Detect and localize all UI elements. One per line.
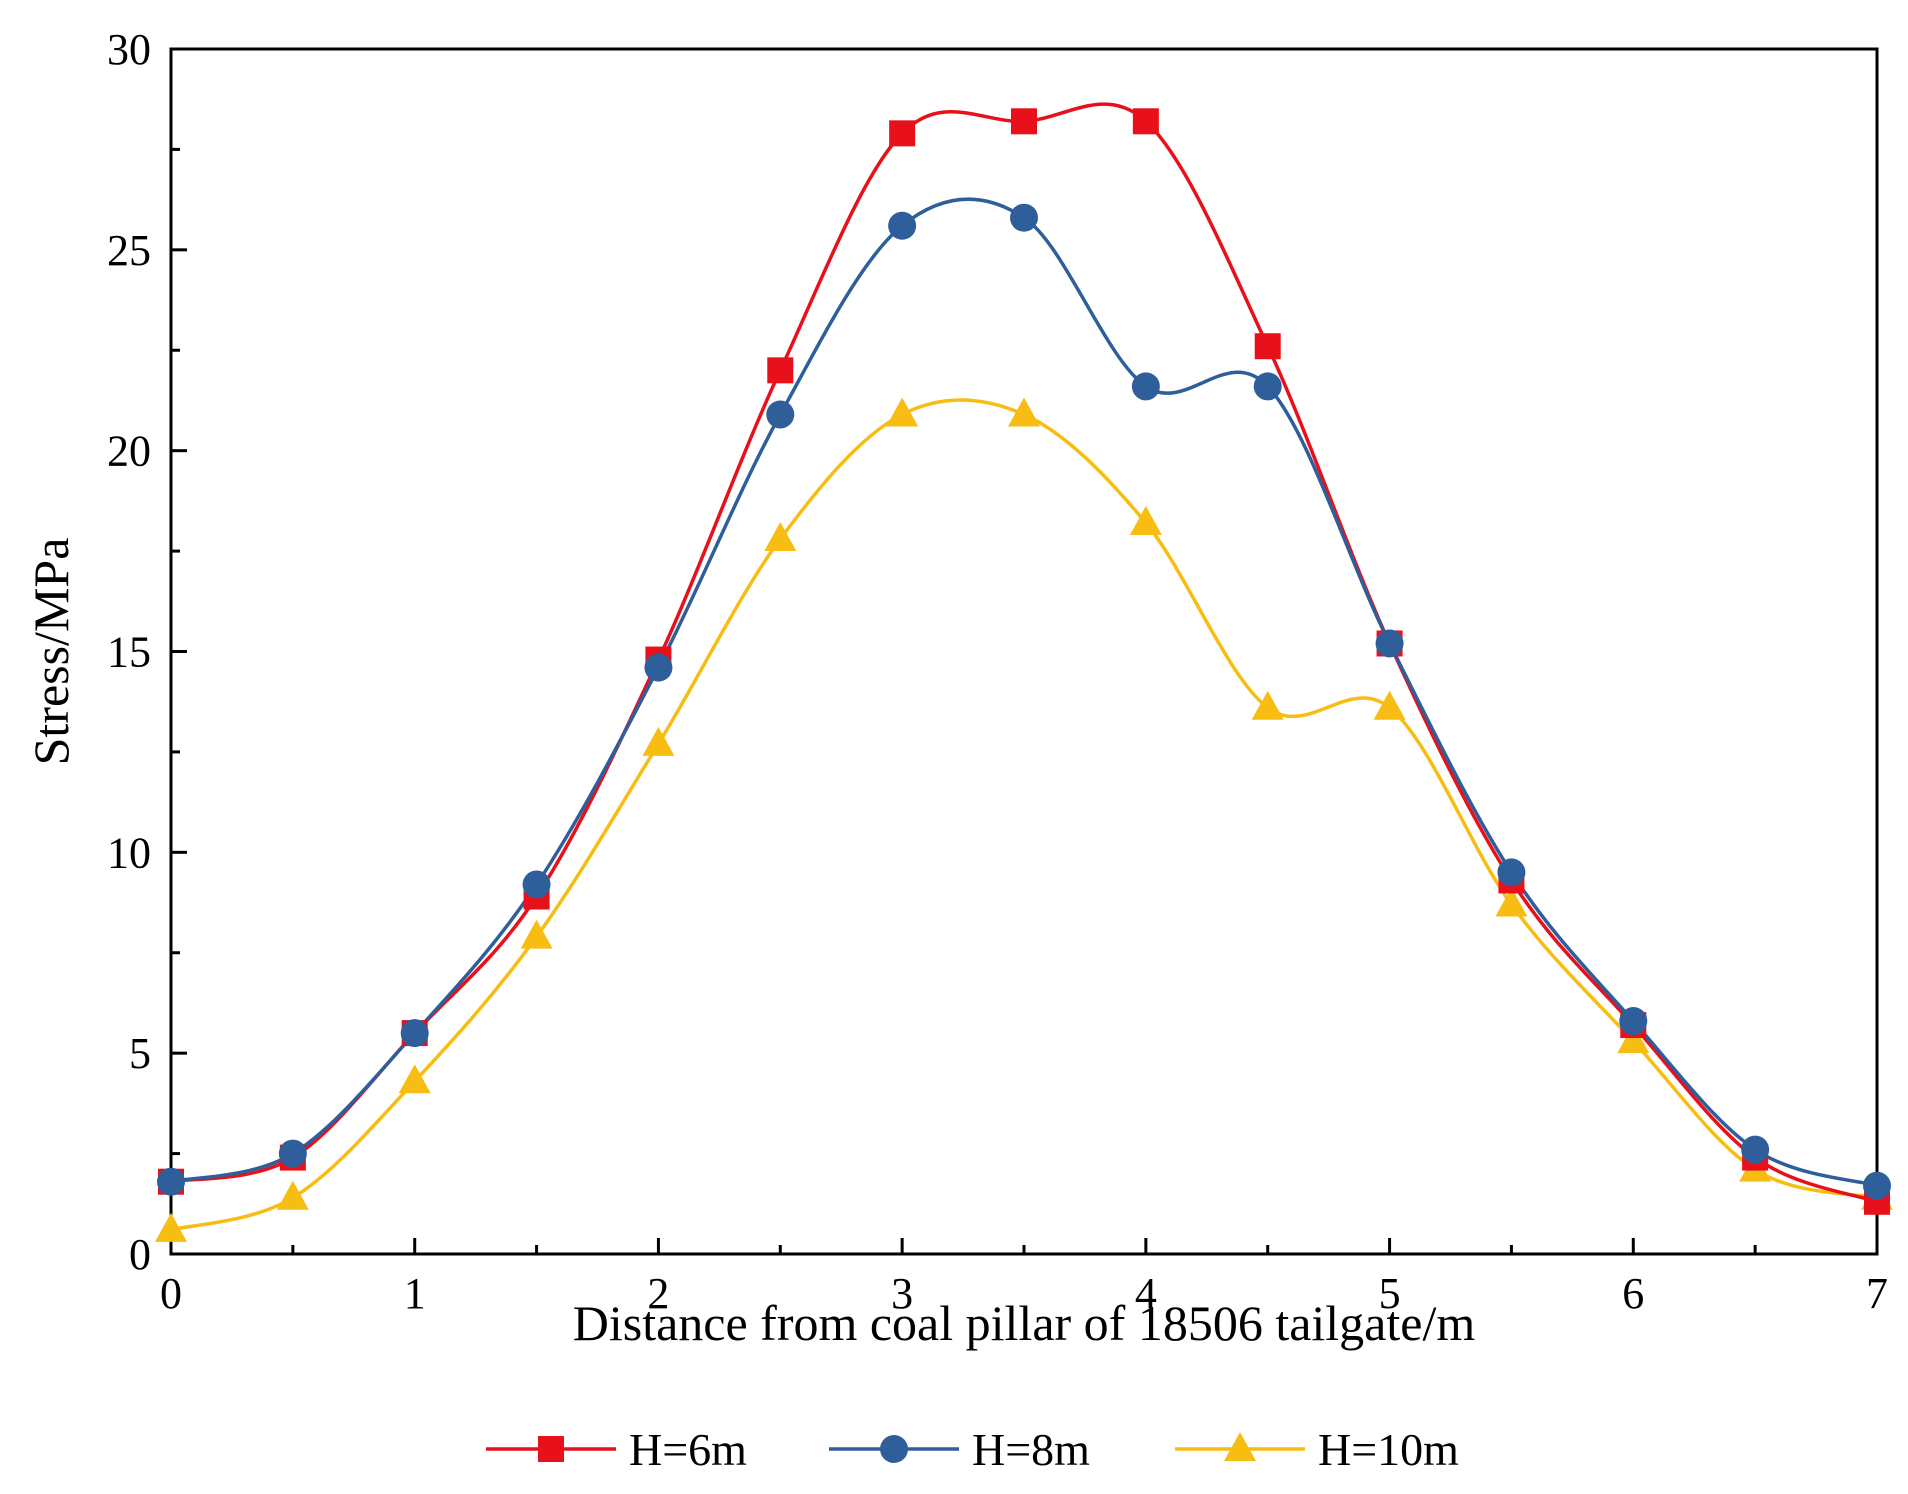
data-point-H=6m: [1011, 108, 1037, 135]
data-point-H=10m: [155, 1212, 187, 1242]
data-point-H=6m: [767, 357, 794, 384]
y-tick-label: 15: [107, 628, 151, 677]
legend-marker: [880, 1435, 908, 1463]
y-tick-label: 25: [107, 226, 151, 275]
data-point-H=10m: [520, 919, 553, 949]
legend-marker: [1224, 1432, 1256, 1461]
y-tick-label: 30: [107, 25, 151, 74]
x-tick-label: 1: [404, 1269, 426, 1318]
data-point-H=10m: [886, 397, 919, 427]
data-point-H=8m: [644, 653, 673, 682]
data-point-H=6m: [1254, 333, 1281, 360]
series-markers: [155, 108, 1893, 1242]
x-tick-label: 2: [647, 1269, 669, 1318]
y-tick-label: 10: [107, 828, 151, 877]
legend-label: H=8m: [972, 1424, 1090, 1475]
series-line-H=10m: [170, 398, 1878, 1232]
data-point-H=8m: [1375, 629, 1404, 658]
data-point-H=8m: [1010, 203, 1038, 232]
data-point-H=10m: [1008, 397, 1040, 427]
data-point-H=8m: [1131, 372, 1160, 401]
y-tick-label: 5: [129, 1029, 151, 1078]
data-point-H=8m: [888, 211, 917, 240]
data-point-H=10m: [276, 1180, 309, 1210]
data-point-H=6m: [1132, 108, 1159, 135]
data-point-H=10m: [1495, 887, 1528, 917]
data-point-H=8m: [1863, 1171, 1891, 1200]
legend-label: H=6m: [629, 1424, 747, 1475]
data-point-H=8m: [157, 1167, 185, 1196]
axis-tick-labels: 0 1 2 3 4 5 6 7 0 5 10 15 20 25 30: [107, 25, 1888, 1318]
legend-marker: [538, 1436, 564, 1462]
axis-ticks: [169, 47, 1879, 1256]
data-point-H=8m: [1741, 1135, 1770, 1164]
x-tick-label: 5: [1379, 1269, 1401, 1318]
x-tick-label: 6: [1622, 1269, 1644, 1318]
data-point-H=8m: [1497, 858, 1526, 887]
data-point-H=8m: [400, 1019, 429, 1048]
data-point-H=10m: [398, 1064, 431, 1094]
x-tick-label: 0: [160, 1269, 182, 1318]
x-tick-label: 3: [891, 1269, 913, 1318]
y-axis-title: Stress/MPa: [23, 538, 79, 766]
data-point-H=10m: [642, 726, 675, 756]
data-point-H=8m: [1253, 372, 1282, 401]
axes: 0 1 2 3 4 5 6 7 0 5 10 15 20 25 30: [107, 25, 1888, 1318]
x-tick-label: 7: [1866, 1269, 1888, 1318]
data-point-H=8m: [1619, 1007, 1648, 1036]
y-tick-label: 20: [107, 427, 151, 476]
x-tick-label: 4: [1135, 1269, 1157, 1318]
data-point-H=8m: [766, 400, 795, 429]
data-point-H=10m: [764, 522, 797, 552]
legend: H=6m H=8m H=10m: [486, 1424, 1459, 1475]
data-point-H=8m: [522, 870, 551, 899]
data-point-H=10m: [1373, 690, 1406, 720]
x-axis-title: Distance from coal pillar of 18506 tailg…: [573, 1295, 1476, 1351]
data-point-H=10m: [1251, 690, 1284, 720]
data-point-H=6m: [889, 120, 916, 147]
data-point-H=8m: [278, 1139, 307, 1168]
series-curves: [170, 102, 1878, 1232]
data-point-H=10m: [1129, 505, 1162, 535]
y-tick-label: 0: [129, 1230, 151, 1279]
data-point-H=10m: [1617, 1024, 1650, 1054]
legend-label: H=10m: [1318, 1424, 1459, 1475]
